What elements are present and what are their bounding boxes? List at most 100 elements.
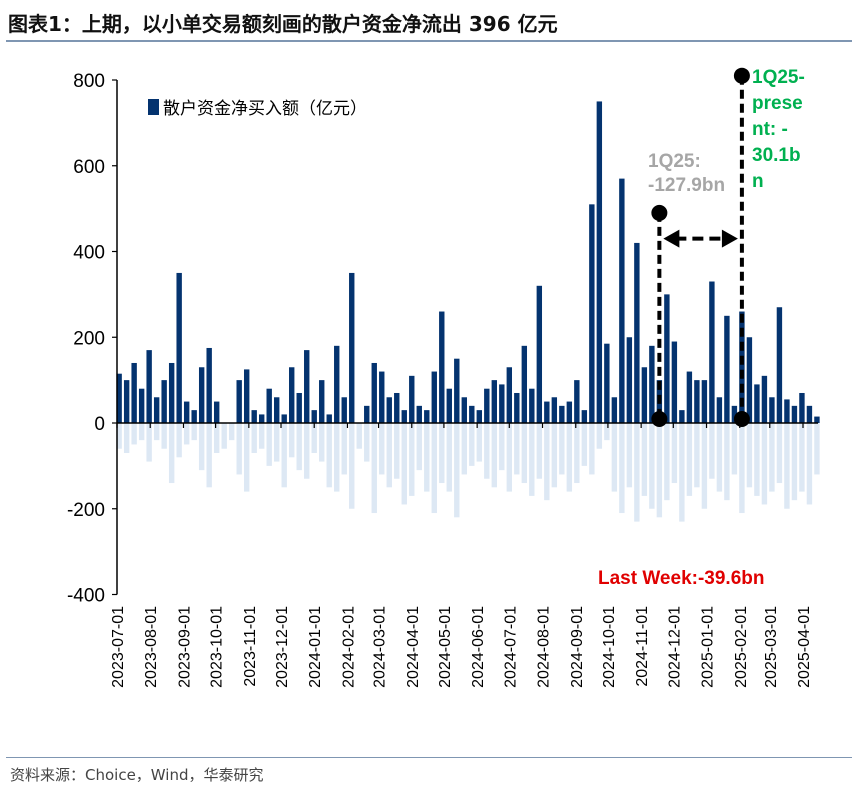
marker-dot bbox=[733, 67, 750, 84]
x-tick-label: 2024-03-01 bbox=[372, 606, 389, 688]
arrow-head-left bbox=[663, 229, 680, 248]
positive-bar bbox=[161, 380, 167, 423]
negative-bar bbox=[228, 423, 235, 441]
annotation-last-week: Last Week:-39.6bn bbox=[598, 568, 764, 589]
positive-bar bbox=[296, 392, 302, 423]
negative-bar bbox=[671, 423, 678, 484]
negative-bar bbox=[401, 423, 407, 505]
negative-bar bbox=[791, 423, 798, 501]
x-tick-label: 2024-08-01 bbox=[536, 606, 553, 688]
negative-bar bbox=[409, 423, 415, 496]
negative-bar bbox=[311, 423, 317, 454]
x-tick-label: 2023-11-01 bbox=[242, 606, 259, 687]
positive-bar bbox=[341, 397, 347, 423]
x-tick-label: 2025-01-01 bbox=[700, 606, 717, 688]
chart-title: 图表1：上期，以小单交易额刻画的散户资金净流出 396 亿元 bbox=[8, 12, 558, 36]
y-tick-label: 400 bbox=[73, 243, 105, 264]
positive-bar bbox=[761, 375, 768, 423]
positive-bar bbox=[589, 204, 595, 423]
positive-bar bbox=[131, 362, 137, 423]
positive-bar bbox=[544, 401, 550, 423]
negative-bar bbox=[589, 423, 595, 475]
positive-bar bbox=[183, 401, 190, 423]
annotation-line: n bbox=[752, 171, 764, 192]
negative-bar bbox=[454, 423, 460, 518]
positive-bar bbox=[394, 392, 400, 423]
axes: -400 -200 0 200 400 600 800 2023-07-01 2023-08-0… bbox=[67, 71, 818, 688]
y-tick-label: 200 bbox=[73, 328, 105, 349]
positive-bar bbox=[671, 341, 678, 423]
y-tick-label: 600 bbox=[73, 157, 105, 178]
positive-bar bbox=[716, 397, 723, 423]
y-tick-label: 0 bbox=[94, 414, 105, 435]
positive-bar bbox=[469, 405, 475, 423]
negative-bar bbox=[604, 423, 610, 441]
negative-bar bbox=[116, 423, 122, 449]
x-tick-label: 2025-04-01 bbox=[796, 606, 813, 688]
positive-bar bbox=[409, 375, 415, 423]
positive-bar bbox=[198, 367, 205, 423]
negative-bar bbox=[431, 423, 437, 514]
negative-bar bbox=[326, 423, 332, 488]
negative-bar bbox=[236, 423, 242, 475]
negative-bar bbox=[183, 423, 190, 445]
y-tick-label: -200 bbox=[67, 500, 105, 521]
negative-bar bbox=[259, 423, 265, 449]
negative-bar bbox=[206, 423, 212, 488]
positive-bar bbox=[168, 362, 175, 423]
positive-bar bbox=[304, 350, 310, 423]
negative-bar bbox=[499, 423, 505, 471]
positive-bar bbox=[439, 311, 445, 423]
x-tick-label: 2025-02-01 bbox=[733, 606, 750, 688]
positive-bar bbox=[686, 371, 693, 423]
annotation-line: nt: - bbox=[752, 119, 788, 140]
positive-bar bbox=[626, 337, 633, 423]
x-tick-label: 2023-07-01 bbox=[110, 606, 127, 688]
title-divider bbox=[6, 40, 852, 42]
negative-bar bbox=[529, 423, 535, 496]
negative-bar bbox=[484, 423, 490, 479]
positive-bar bbox=[754, 384, 760, 423]
positive-bar bbox=[386, 397, 392, 423]
positive-bar bbox=[566, 401, 573, 423]
negative-bar bbox=[491, 423, 497, 488]
negative-bar bbox=[168, 423, 175, 484]
negative-bar bbox=[446, 423, 452, 492]
negative-bar bbox=[161, 423, 167, 449]
x-tick-label: 2025-03-01 bbox=[763, 606, 780, 688]
positive-bar bbox=[123, 380, 130, 423]
negative-bar bbox=[191, 423, 197, 441]
negative-bar bbox=[198, 423, 205, 471]
positive-bar bbox=[461, 397, 467, 423]
positive-bar bbox=[379, 371, 385, 423]
positive-bar bbox=[641, 367, 648, 423]
negative-bar bbox=[289, 423, 295, 458]
x-tick-label: 2024-12-01 bbox=[666, 606, 683, 688]
positive-bar bbox=[776, 307, 783, 423]
negative-bar bbox=[334, 423, 340, 492]
x-tick-label: 2024-06-01 bbox=[470, 606, 487, 688]
negative-bar bbox=[364, 423, 370, 462]
negative-bar bbox=[754, 423, 760, 496]
source-divider bbox=[6, 757, 852, 758]
x-tick-label: 2024-11-01 bbox=[634, 606, 651, 687]
positive-bar bbox=[259, 414, 265, 423]
positive-bar bbox=[401, 410, 407, 423]
negative-bar bbox=[814, 423, 820, 475]
negative-bar bbox=[341, 423, 347, 475]
positive-bar bbox=[739, 311, 745, 423]
positive-bar bbox=[769, 397, 775, 423]
negative-bar bbox=[739, 423, 745, 514]
negative-bar bbox=[281, 423, 287, 488]
negative-bar bbox=[566, 423, 573, 492]
negative-bar bbox=[619, 423, 625, 514]
positive-bar bbox=[311, 410, 317, 423]
positive-bar bbox=[326, 414, 332, 423]
x-tick-label: 2024-10-01 bbox=[601, 606, 618, 688]
negative-bar bbox=[649, 423, 655, 509]
negative-bar bbox=[424, 423, 430, 492]
positive-bar bbox=[551, 397, 558, 423]
negative-bar bbox=[559, 423, 565, 475]
negative-bar bbox=[626, 423, 633, 488]
